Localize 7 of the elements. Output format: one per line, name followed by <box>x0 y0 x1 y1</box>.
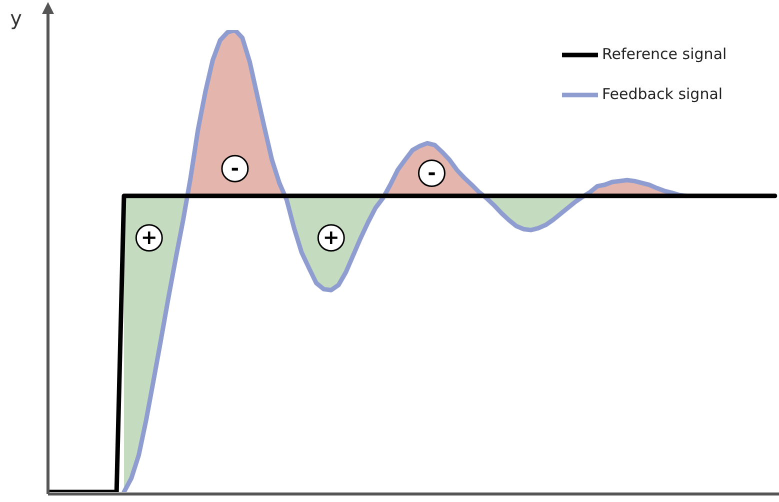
legend-label: Feedback signal <box>602 84 723 103</box>
annotation: - <box>428 160 436 184</box>
annotation: - <box>230 156 240 180</box>
legend-label: Reference signal <box>602 44 727 63</box>
annotation: + <box>140 225 158 250</box>
y-axis-title: y <box>10 6 22 30</box>
annotation: + <box>322 225 340 250</box>
